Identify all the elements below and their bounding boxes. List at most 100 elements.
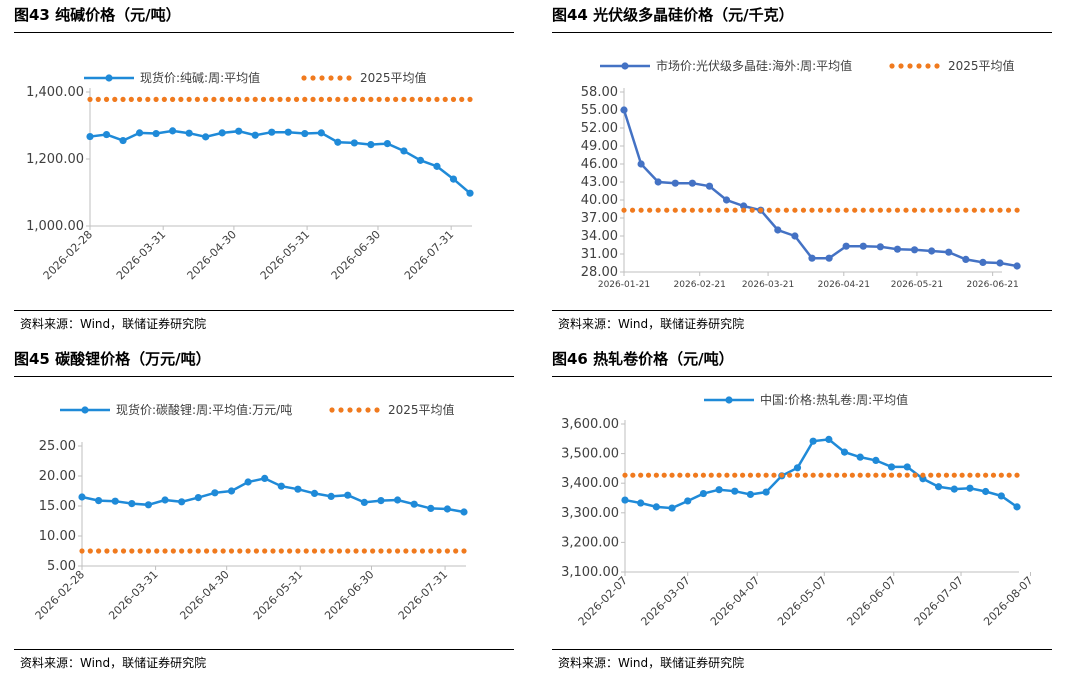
- average-line-dot: [112, 548, 118, 554]
- data-point: [791, 232, 799, 240]
- data-point: [360, 498, 368, 506]
- legend-average-swatch: [347, 407, 353, 413]
- average-line-dot: [755, 472, 761, 478]
- data-point: [327, 492, 335, 500]
- average-line-dot: [963, 207, 969, 213]
- average-line-dot: [203, 548, 210, 554]
- average-line-dot: [826, 207, 832, 213]
- average-line-dot: [450, 96, 457, 102]
- average-line-dot: [370, 548, 376, 554]
- average-line-dot: [689, 207, 695, 213]
- average-line-dot: [403, 548, 409, 554]
- data-point: [774, 226, 782, 234]
- chart-panel-hot-rolled-coil: 图46 热轧卷价格（元/吨） 3,100.00 3,200.00 3,300.00 3…: [552, 348, 1052, 675]
- data-point: [825, 435, 833, 443]
- average-line-dot: [136, 96, 143, 102]
- legend-average-swatch: [338, 407, 344, 413]
- data-point: [856, 453, 864, 461]
- average-line-dot: [655, 207, 661, 213]
- average-line-dot: [622, 472, 628, 478]
- average-line-dot: [810, 472, 816, 478]
- average-line-dot: [681, 207, 687, 213]
- x-tick-label: 2026-02-21: [674, 280, 726, 290]
- data-point: [893, 245, 902, 253]
- average-line-dot: [411, 548, 417, 554]
- y-tick-label: 1,400.00: [26, 85, 84, 100]
- average-line-dot: [194, 96, 200, 102]
- chart-title: 图45 碳酸锂价格（万元/吨）: [14, 350, 211, 368]
- chart-title: 图44 光伏级多晶硅价格（元/千克）: [552, 6, 794, 24]
- average-line-dot: [766, 207, 772, 213]
- average-line-dot: [326, 96, 333, 102]
- average-line-dot: [936, 472, 942, 478]
- data-point: [194, 494, 202, 502]
- average-line-dot: [227, 96, 234, 102]
- data-point: [367, 140, 375, 149]
- y-tick-label: 31.00: [581, 247, 618, 262]
- average-line-dot: [278, 548, 284, 554]
- legend-average-swatch: [889, 63, 895, 69]
- average-line-dot: [186, 96, 192, 102]
- data-point: [377, 497, 385, 505]
- data-point: [945, 248, 953, 256]
- data-point: [202, 133, 210, 141]
- data-point: [668, 504, 676, 512]
- average-line-dot: [444, 548, 450, 554]
- average-line-dot: [775, 207, 781, 213]
- average-line-dot: [1005, 207, 1012, 213]
- legend-average-swatch: [374, 407, 380, 413]
- average-line-dot: [800, 207, 807, 213]
- average-line-dot: [87, 548, 93, 554]
- average-line-dot: [708, 472, 714, 478]
- average-line-dot: [434, 96, 440, 102]
- data-point: [152, 129, 160, 138]
- average-line-dot: [843, 207, 849, 213]
- average-line-dot: [860, 207, 866, 213]
- average-line-dot: [378, 548, 384, 554]
- average-line-dot: [758, 207, 764, 213]
- data-point: [872, 456, 880, 465]
- average-line-dot: [170, 96, 176, 102]
- average-line-dot: [368, 96, 374, 102]
- average-line-dot: [988, 207, 995, 213]
- average-line-dot: [178, 96, 184, 102]
- average-line-dot: [715, 207, 721, 213]
- average-line-dot: [161, 96, 167, 102]
- average-line-dot: [1014, 207, 1020, 213]
- legend-label: 2025平均值: [388, 402, 455, 417]
- x-tick-label: 2026-02-28: [41, 228, 95, 282]
- data-point: [268, 128, 276, 136]
- average-line-dot: [894, 207, 901, 213]
- x-tick-label: 2026-02-07: [576, 574, 630, 628]
- average-line-dot: [896, 472, 902, 478]
- x-tick-label: 2026-01-21: [598, 280, 650, 290]
- source-note: 资料来源：Wind，联储证券研究院: [558, 317, 745, 331]
- x-tick-label: 2026-06-30: [329, 228, 383, 282]
- data-point: [244, 478, 252, 486]
- average-line-dot: [453, 548, 459, 554]
- legend-label: 市场价:光伏级多晶硅:海外:周:平均值: [656, 58, 852, 73]
- data-point: [876, 243, 884, 251]
- average-line-dot: [716, 472, 722, 478]
- average-line-dot: [179, 548, 185, 554]
- average-line-dot: [852, 207, 858, 213]
- average-line-dot: [120, 548, 127, 554]
- average-line-dot: [741, 207, 747, 213]
- average-line-dot: [461, 548, 467, 554]
- x-tick-label: 2026-07-31: [396, 568, 450, 622]
- average-line-dot: [128, 96, 134, 102]
- x-tick-label: 2026-05-31: [258, 228, 312, 282]
- legend-average-swatch: [329, 407, 335, 413]
- average-line-dot: [724, 472, 730, 478]
- data-point: [433, 162, 441, 170]
- source-divider: [14, 649, 514, 650]
- average-line-dot: [335, 96, 341, 102]
- legend-marker: [725, 396, 733, 404]
- average-line-dot: [244, 96, 250, 102]
- source-divider: [552, 310, 1052, 311]
- average-line-dot: [647, 207, 653, 213]
- average-line-dot: [920, 207, 926, 213]
- source-divider: [552, 649, 1052, 650]
- average-line-dot: [886, 207, 892, 213]
- x-tick-label: 2026-07-07: [912, 574, 966, 628]
